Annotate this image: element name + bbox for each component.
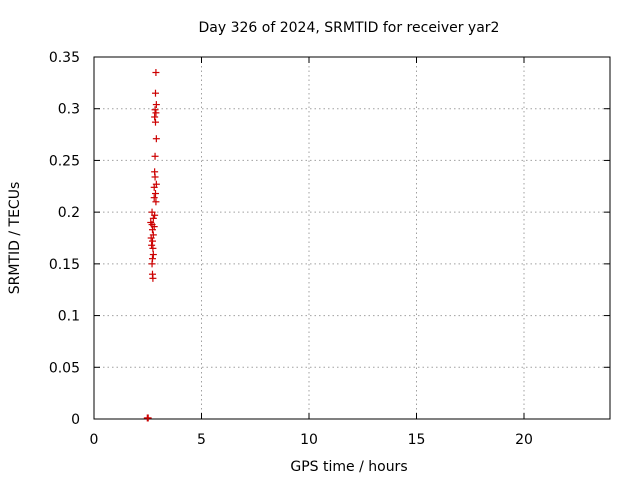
data-point [149, 214, 157, 222]
y-tick-label: 0 [71, 412, 80, 428]
data-point [152, 135, 160, 143]
y-tick-label: 0.25 [49, 153, 80, 169]
x-tick-label: 15 [408, 432, 426, 448]
data-point [148, 260, 156, 268]
y-tick-label: 0.35 [49, 50, 80, 66]
data-point [152, 69, 160, 77]
x-tick-label: 10 [300, 432, 318, 448]
y-tick-label: 0.05 [49, 360, 80, 376]
data-point [148, 237, 156, 245]
data-point [151, 89, 159, 97]
x-axis-label: GPS time / hours [290, 459, 407, 475]
y-tick-label: 0.3 [58, 102, 80, 118]
data-point [151, 106, 159, 114]
data-point [144, 414, 152, 422]
data-point [151, 113, 159, 121]
data-point [151, 211, 159, 219]
y-tick-label: 0.15 [49, 257, 80, 273]
data-point [147, 234, 155, 242]
data-point [149, 251, 157, 259]
data-point [151, 173, 159, 181]
data-points [143, 69, 160, 422]
grid [94, 57, 610, 419]
plot-frame [93, 56, 611, 420]
chart-title: Day 326 of 2024, SRMTID for receiver yar… [199, 20, 500, 36]
data-point [152, 101, 160, 109]
data-point [150, 183, 158, 191]
y-tick-label: 0.2 [58, 205, 80, 221]
axis-ticks: 0 5 10 15 20 0 0.05 0.1 0.15 0.2 0.25 0.3 0.35 [49, 50, 610, 448]
data-point [151, 190, 159, 198]
x-tick-label: 0 [90, 432, 99, 448]
data-point [148, 241, 156, 249]
data-point [150, 223, 158, 231]
data-point [152, 198, 160, 206]
y-tick-label: 0.1 [58, 309, 80, 325]
data-point [150, 194, 158, 202]
data-point [149, 244, 157, 252]
data-point [148, 226, 156, 234]
data-point [149, 274, 157, 282]
data-point [151, 118, 159, 126]
y-axis-label: SRMTID / TECUs [7, 182, 23, 295]
data-point [151, 152, 159, 160]
x-tick-label: 5 [197, 432, 206, 448]
x-tick-label: 20 [515, 432, 533, 448]
data-point [152, 109, 160, 117]
